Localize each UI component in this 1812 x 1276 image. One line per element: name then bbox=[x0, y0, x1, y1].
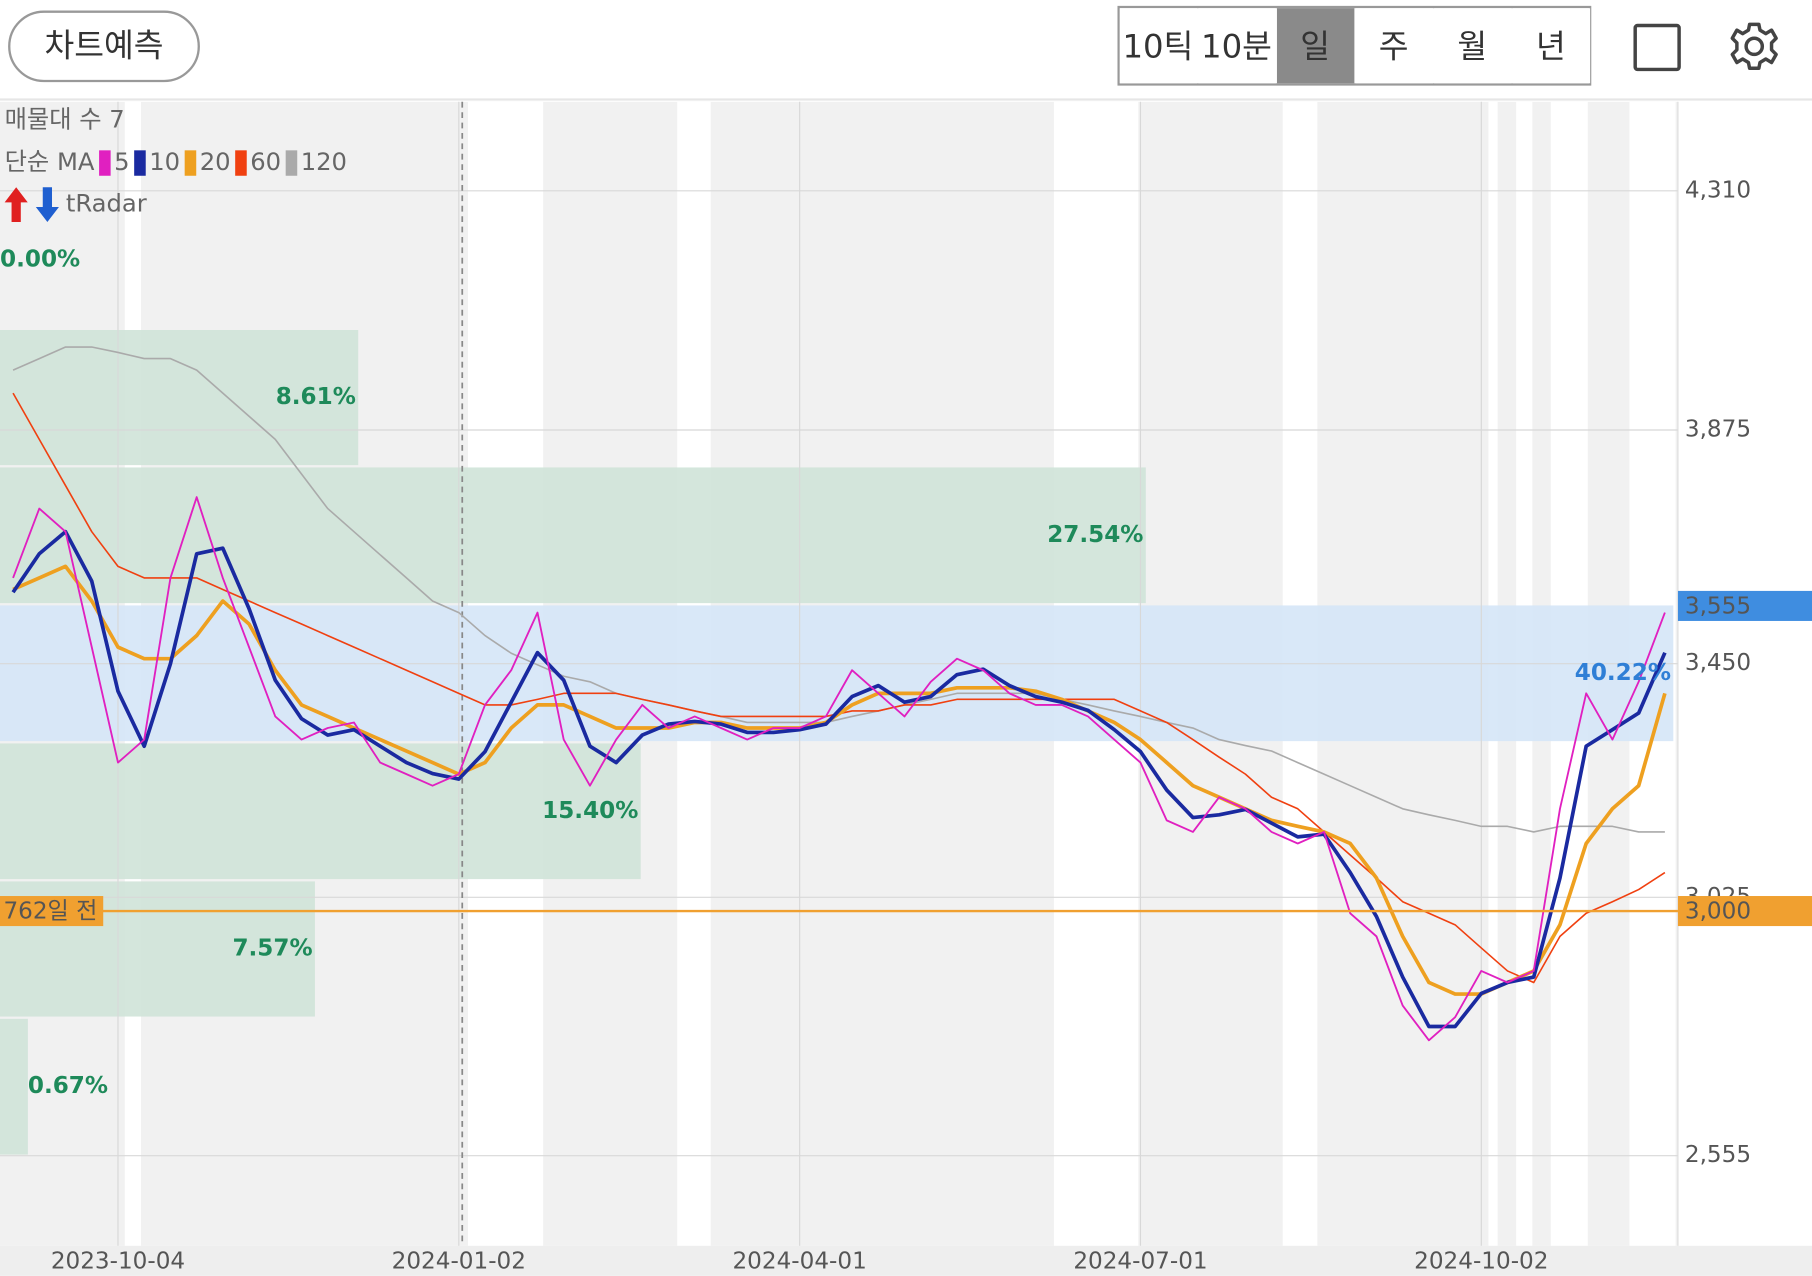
period-selector: 10틱 10분 일 주 월 년 bbox=[1117, 5, 1592, 86]
ma-line bbox=[12, 564, 1667, 996]
grid bbox=[0, 101, 1678, 1246]
period-label: 월 bbox=[1457, 28, 1487, 66]
profile-bar bbox=[0, 743, 641, 880]
legend-swatch bbox=[235, 150, 247, 176]
profile-label: 8.61% bbox=[276, 384, 356, 410]
reference-note-tag bbox=[0, 896, 104, 927]
profile-bar bbox=[0, 330, 359, 466]
period-button[interactable] bbox=[1276, 8, 1355, 84]
period-label: 일 bbox=[1300, 28, 1330, 66]
ma-line bbox=[12, 346, 1665, 833]
x-tick-label: 2023-10-04 bbox=[51, 1249, 185, 1275]
y-tick-label: 2,555 bbox=[1685, 1142, 1751, 1168]
x-tick-label: 2024-10-02 bbox=[1414, 1249, 1548, 1275]
legend-label: 120 bbox=[301, 147, 347, 176]
profile-label: 15.40% bbox=[542, 798, 638, 824]
legend-swatch bbox=[99, 150, 111, 176]
predict-button[interactable] bbox=[8, 10, 200, 83]
x-axis-area bbox=[0, 1245, 1812, 1276]
y-axis-area bbox=[1677, 101, 1812, 1246]
legend-swatch bbox=[184, 150, 197, 176]
ma-line bbox=[12, 496, 1666, 1042]
legend-label: 5 bbox=[114, 147, 129, 176]
up-arrow-icon bbox=[4, 187, 28, 222]
ma-line bbox=[11, 529, 1667, 1029]
current-price-tag bbox=[1677, 590, 1812, 621]
reference-note: 762일 전 bbox=[3, 899, 97, 925]
x-tick-label: 2024-01-02 bbox=[392, 1249, 526, 1275]
settings-icon[interactable] bbox=[1730, 22, 1778, 71]
period-button[interactable] bbox=[1512, 8, 1591, 84]
y-tick-label: 3,450 bbox=[1685, 650, 1751, 676]
period-label: 주 bbox=[1379, 28, 1409, 66]
predict-button-label: 차트예측 bbox=[44, 26, 163, 64]
ma-legend: 단순 MA 5 10 20 60 120 bbox=[5, 147, 347, 176]
legend-swatch bbox=[134, 150, 146, 176]
radar-label: tRadar bbox=[66, 189, 147, 218]
down-arrow-icon bbox=[35, 187, 59, 222]
ma-legend-title: 단순 MA bbox=[5, 147, 95, 176]
profile-bar bbox=[0, 1018, 28, 1155]
legend-label: 60 bbox=[250, 147, 281, 176]
y-tick-label: 3,875 bbox=[1685, 417, 1751, 443]
period-label: 10분 bbox=[1201, 28, 1272, 66]
legend: 매물대 수 7 단순 MA 5 10 20 60 120 tRadar bbox=[4, 104, 347, 222]
legend-label: 10 bbox=[149, 147, 180, 176]
profile-label: 7.57% bbox=[232, 935, 312, 961]
current-price-label: 3,555 bbox=[1685, 594, 1751, 620]
profile-label: 0.67% bbox=[28, 1073, 108, 1099]
ma-lines bbox=[11, 346, 1667, 1042]
period-button[interactable] bbox=[1119, 8, 1198, 84]
period-label: 10틱 bbox=[1122, 28, 1193, 66]
period-button[interactable] bbox=[1434, 8, 1512, 84]
x-tick-label: 2024-07-01 bbox=[1073, 1249, 1207, 1275]
price-tags: 0.67% 7.57% 15.40% 40.22% 27.54% 8.61% 0.00% 3,… bbox=[0, 246, 1812, 1099]
legend-swatch bbox=[285, 150, 298, 176]
profile-label: 27.54% bbox=[1047, 522, 1143, 548]
profile-bar bbox=[0, 467, 1146, 604]
reference-tag bbox=[1677, 896, 1812, 927]
profile-label: 0.00% bbox=[0, 246, 80, 272]
profile-label: 40.22% bbox=[1575, 660, 1671, 686]
period-button[interactable] bbox=[1198, 8, 1276, 84]
period-button[interactable] bbox=[1355, 8, 1433, 84]
profile-title: 매물대 수 7 bbox=[5, 104, 125, 133]
reference-label: 3,000 bbox=[1685, 899, 1751, 925]
period-label: 년 bbox=[1536, 28, 1566, 66]
legend-label: 20 bbox=[200, 147, 231, 176]
volume-profile bbox=[0, 330, 1674, 1155]
fullscreen-icon[interactable] bbox=[1633, 23, 1681, 72]
x-tick-label: 2024-04-01 bbox=[732, 1249, 866, 1275]
y-tick-label: 4,310 bbox=[1685, 177, 1751, 203]
